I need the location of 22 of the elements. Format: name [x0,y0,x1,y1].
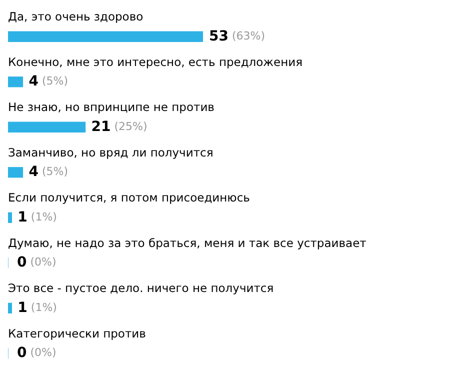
y-tick-label: Думаю, не надо за это браться, меня и так все устраивает [8,236,367,250]
y-tick-label: Заманчиво, но вряд ли получится [8,145,214,160]
data-label: 4 (5%) [28,164,68,180]
bar [8,122,86,132]
bar [8,167,24,178]
data-label: 0 (0%) [17,254,56,271]
bar [8,212,12,223]
bar [8,76,24,88]
y-tick-label: Это все - пустое дело. ничего не получится [8,281,274,296]
data-label: 53 (63%) [209,28,266,44]
data-label: 0 (0%) [17,345,56,362]
bar [8,31,203,42]
data-label: 4 (5%) [28,74,68,90]
data-label: 1 (1%) [18,209,57,226]
bar [8,302,12,314]
y-tick-label: Если получится, я потом присоединюсь [8,190,250,205]
y-tick-label: Не знаю, но впринципе не против [8,100,215,114]
data-label: 21 (25%) [91,118,148,135]
y-tick-label: Конечно, мне это интересно, есть предложения [8,54,303,69]
y-tick-label: Категорически против [8,326,146,340]
data-label: 1 (1%) [18,300,57,316]
y-tick-label: Да, это очень здорово [8,10,144,24]
